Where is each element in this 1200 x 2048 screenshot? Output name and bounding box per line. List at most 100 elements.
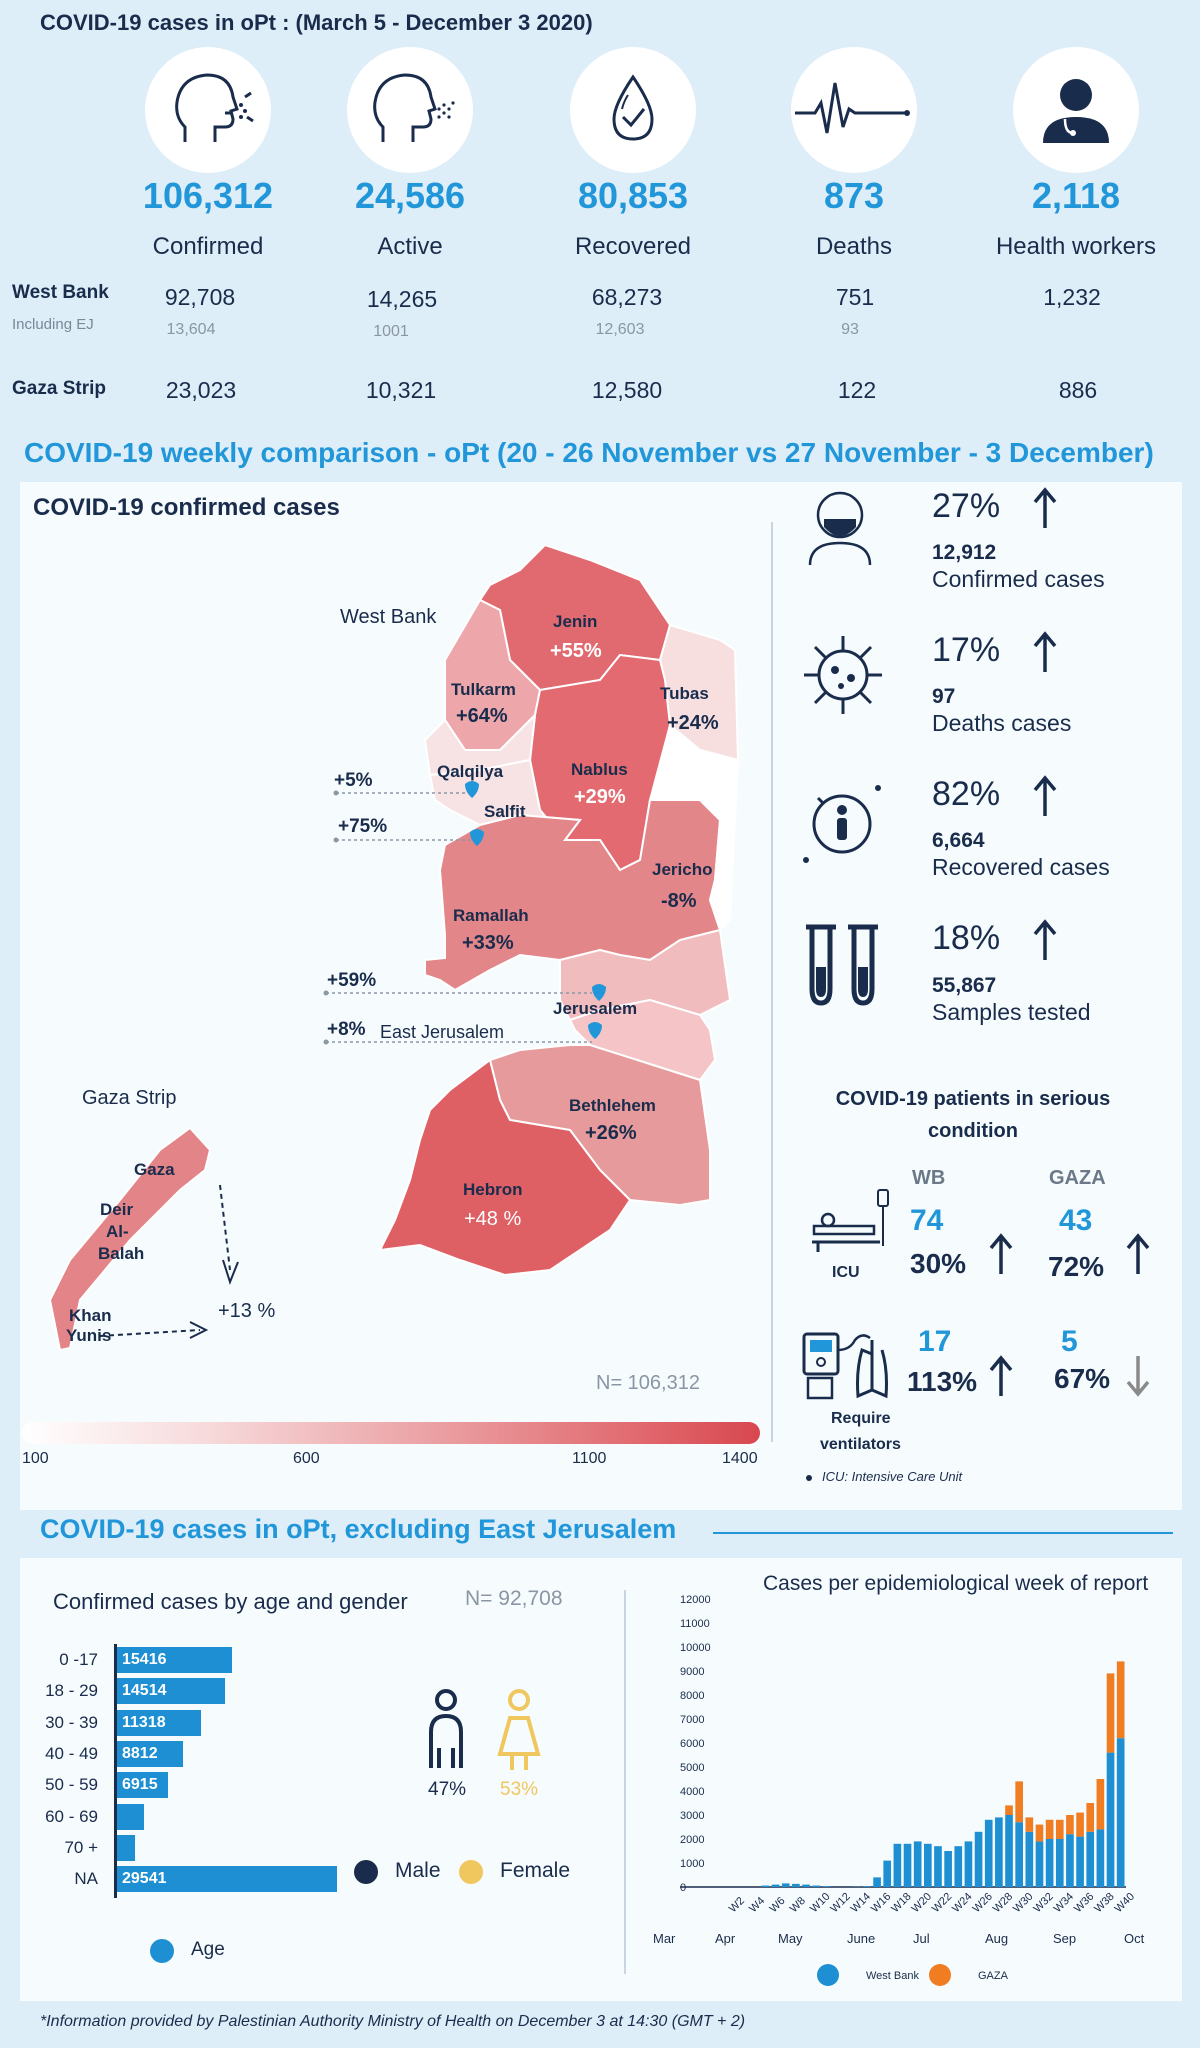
stat-samples-pct: 18%: [932, 919, 1001, 957]
region-jerusalem-pct: +59%: [327, 970, 377, 991]
doctor-icon: [1013, 47, 1139, 173]
panel-divider: [771, 522, 773, 1442]
stat-deaths-pct: 17%: [932, 631, 1001, 669]
region-jenin: Jenin: [553, 612, 598, 631]
bottom-divider: [624, 1590, 626, 1974]
gaza-confirmed: 23,023: [165, 377, 237, 403]
week-bar-gaza: [1025, 1817, 1034, 1832]
row-label-gaza-strip: Gaza Strip: [12, 378, 106, 399]
y-tick-label: 4000: [680, 1786, 704, 1798]
arrow-down-icon: [1126, 1356, 1150, 1397]
week-tick-label: W10: [808, 1891, 832, 1915]
week-legend-label: GAZA: [978, 1970, 1009, 1982]
region-jerusalem: Jerusalem: [553, 999, 638, 1018]
icu-note: ICU: Intensive Care Unit: [822, 1469, 963, 1484]
icu-gaza-pct: 72%: [1048, 1251, 1105, 1282]
confirmed-total: 106,312: [142, 175, 274, 216]
week-bar-gaza: [1096, 1779, 1105, 1830]
week-bar-west-bank: [1106, 1752, 1115, 1887]
health-workers-total: 2,118: [1031, 175, 1121, 216]
age-chart-title: Confirmed cases by age and gender: [53, 1589, 408, 1614]
west-bank-label: West Bank: [340, 606, 437, 628]
icu-wb-value: 74: [910, 1204, 944, 1237]
male-pct: 47%: [428, 1779, 467, 1800]
region-hebron-pct: +48 %: [464, 1208, 522, 1230]
age-bar: 14514: [117, 1678, 226, 1705]
stat-recovered-num: 6,664: [932, 829, 985, 852]
week-bar-west-bank: [1076, 1836, 1084, 1887]
week-legend-label: West Bank: [866, 1970, 919, 1982]
vent-wb-value: 17: [918, 1325, 952, 1358]
icu-bed-icon: [812, 1189, 889, 1252]
region-nablus: Nablus: [571, 760, 628, 779]
gaza-deaths: 122: [837, 377, 877, 403]
ej-deaths: 93: [841, 321, 859, 338]
age-bar: [117, 1834, 135, 1861]
stat-confirmed-pct: 27%: [932, 487, 1001, 525]
week-bar-gaza: [1106, 1673, 1115, 1753]
note-bullet: [806, 1475, 812, 1481]
week-tick-label: W22: [930, 1891, 954, 1915]
age-bar: 6915: [117, 1772, 169, 1799]
age-category-label: 40 - 49: [45, 1743, 98, 1763]
y-tick-label: 6000: [680, 1738, 704, 1750]
scale-label-100: 100: [22, 1450, 49, 1467]
week-bar-west-bank: [792, 1883, 800, 1887]
age-bar-value: 11318: [122, 1713, 166, 1731]
week-bar-gaza: [1076, 1812, 1084, 1837]
scale-label-1100: 1100: [572, 1450, 607, 1467]
week-bar-west-bank: [1015, 1822, 1023, 1887]
region-jenin-pct: +55%: [550, 640, 602, 662]
region-tulkarm-pct: +64%: [456, 705, 508, 727]
week-tick-label: W4: [747, 1895, 767, 1915]
region-tubas: Tubas: [660, 684, 709, 703]
stat-samples-label: Samples tested: [932, 999, 1091, 1025]
arrow-up-icon: [1126, 1233, 1150, 1274]
week-tick-label: W28: [991, 1891, 1015, 1915]
arrow-up-icon: [1033, 631, 1057, 672]
week-tick-label: W12: [828, 1891, 852, 1915]
stat-recovered-pct: 82%: [932, 775, 1001, 813]
region-east-jerusalem: East Jerusalem: [380, 1022, 505, 1042]
female-legend-dot: [459, 1860, 483, 1884]
masked-face-icon: [808, 491, 872, 566]
month-label: June: [847, 1931, 875, 1946]
month-label: Aug: [985, 1931, 1008, 1946]
region-ramallah-pct: +33%: [462, 932, 514, 954]
week-tick-label: W20: [910, 1891, 934, 1915]
week-bar-west-bank: [812, 1885, 820, 1887]
wb-active: 14,265: [366, 286, 438, 312]
color-scale-bar: [22, 1422, 760, 1444]
vent-label-2: ventilators: [820, 1436, 901, 1453]
week-bar-gaza: [1015, 1781, 1023, 1823]
page-title: COVID-19 cases in oPt : (March 5 - Decem…: [40, 10, 593, 35]
icu-wb-pct: 30%: [910, 1248, 967, 1279]
health-workers-label: Health workers: [995, 233, 1157, 260]
week-bar-west-bank: [1055, 1839, 1064, 1887]
week-bar-west-bank: [1116, 1738, 1125, 1887]
week-tick-label: W16: [869, 1891, 893, 1915]
region-bethlehem-pct: +26%: [585, 1122, 637, 1144]
coughing-person-icon: [145, 47, 271, 173]
week-bar-gaza: [1086, 1803, 1095, 1832]
week-bar-gaza: [1035, 1824, 1044, 1842]
age-bar-value: 8812: [122, 1744, 158, 1762]
age-category-label: NA: [74, 1869, 98, 1889]
week-tick-label: W8: [788, 1895, 808, 1915]
serious-title-2: condition: [928, 1120, 1018, 1142]
age-bar-value: 14514: [122, 1682, 167, 1700]
y-tick-label: 7000: [680, 1714, 704, 1726]
map-title: COVID-19 confirmed cases: [33, 494, 340, 521]
drop-check-icon: [570, 47, 696, 173]
week-bar-west-bank: [984, 1819, 993, 1887]
week-bar-gaza: [1055, 1819, 1064, 1839]
week-tick-label: W40: [1113, 1891, 1137, 1915]
y-tick-label: 8000: [680, 1690, 704, 1702]
week-bar-west-bank: [771, 1884, 780, 1887]
ej-confirmed: 13,604: [166, 321, 216, 338]
confirmed-label: Confirmed: [152, 233, 264, 260]
month-label: Jul: [913, 1931, 930, 1946]
female-icon: [497, 1689, 541, 1770]
row-label-including-ej: Including EJ: [12, 316, 94, 333]
week-bar-west-bank: [1035, 1841, 1044, 1887]
